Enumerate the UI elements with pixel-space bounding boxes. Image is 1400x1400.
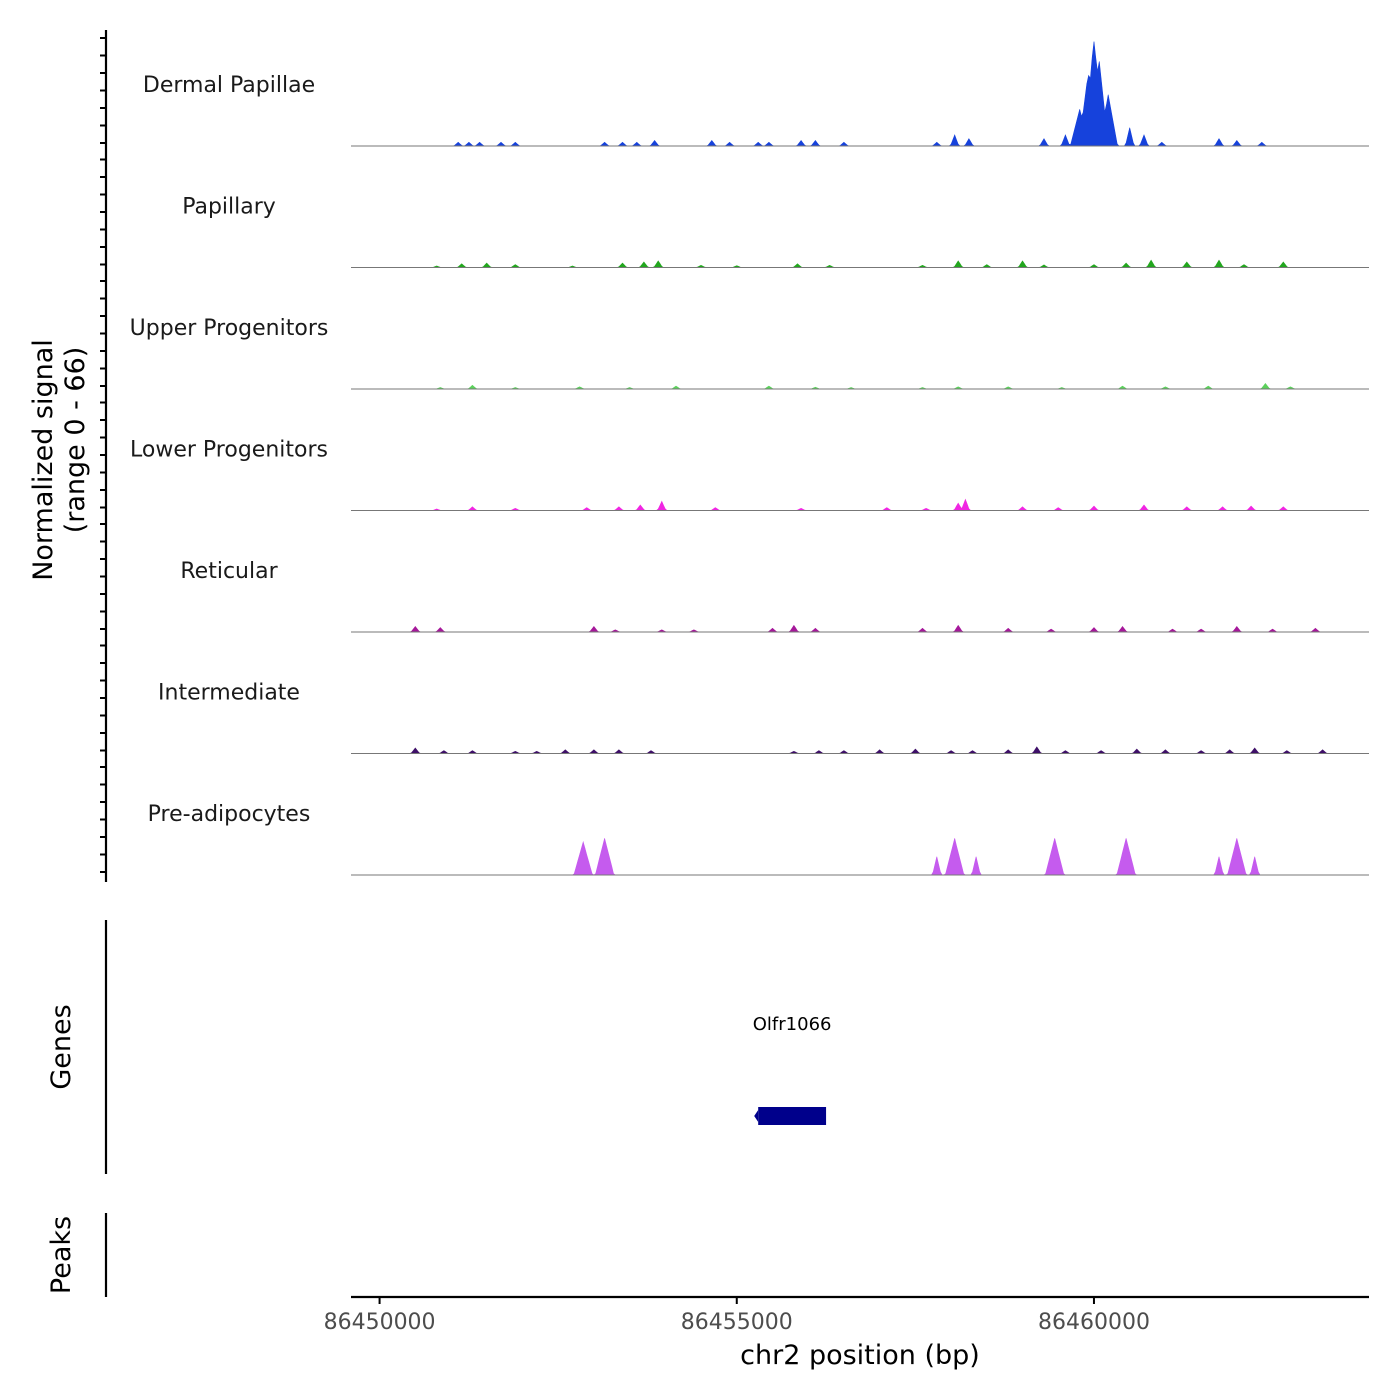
gene-strand-arrow [754, 1110, 759, 1122]
gene-label: Olfr1066 [753, 1014, 832, 1035]
track-label: Papillary [182, 195, 276, 220]
track-label: Dermal Papillae [143, 73, 315, 98]
signal-y-label-line2: (range 0 - 66) [60, 347, 91, 534]
track-signal [351, 383, 1369, 390]
track-signal [351, 838, 1369, 876]
gene-body [758, 1107, 827, 1125]
x-tick-label: 86460000 [1038, 1310, 1150, 1335]
track-label: Reticular [180, 559, 278, 584]
track-signal [351, 259, 1369, 268]
signal-y-ticks [100, 37, 106, 873]
track-label: Upper Progenitors [130, 316, 329, 341]
x-tick-label: 86450000 [324, 1310, 436, 1335]
track-signal [351, 498, 1369, 511]
coverage-tracks: Dermal Papillae Papillary Upper Progenitor… [130, 41, 1369, 876]
gene-annotations: Olfr1066 [753, 1014, 832, 1125]
track-signal [351, 746, 1369, 754]
track-label: Pre-adipocytes [148, 802, 311, 827]
x-axis-ticks: 86450000 86455000 86460000 [324, 1297, 1150, 1335]
track-signal [351, 41, 1369, 147]
track-signal [351, 624, 1369, 633]
track-label: Intermediate [158, 681, 300, 706]
peaks-y-label: Peaks [46, 1216, 77, 1294]
genes-y-label: Genes [46, 1004, 77, 1089]
x-axis-title: chr2 position (bp) [740, 1340, 980, 1371]
x-tick-label: 86455000 [681, 1310, 793, 1335]
track-label: Lower Progenitors [130, 438, 328, 463]
signal-y-label-line1: Normalized signal [28, 339, 59, 581]
